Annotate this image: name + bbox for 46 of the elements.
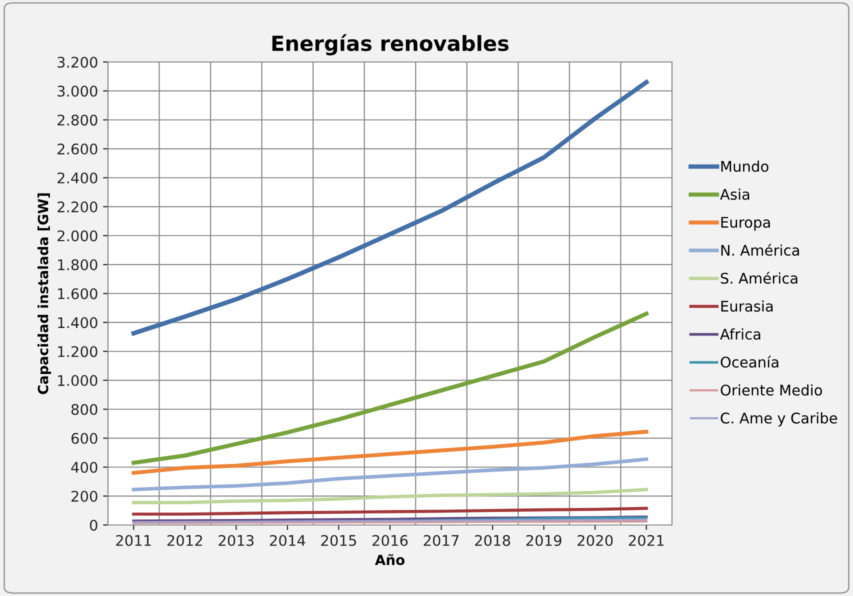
y-tick-label: 600	[71, 432, 98, 444]
x-tick-label: 2019	[526, 534, 562, 546]
y-tick-label: 200	[72, 490, 98, 502]
line-series	[132, 430, 648, 475]
y-tick-label: 1.000	[58, 375, 98, 386]
x-tick-label: 2021	[628, 534, 664, 546]
x-tick-label: 2011	[116, 534, 151, 546]
y-tick-label: 1.600	[58, 288, 98, 300]
y-tick-label: 2.400	[58, 172, 98, 184]
y-tick-label: 3.200	[58, 56, 98, 68]
chart-title: Energías renovables	[272, 34, 509, 56]
y-tick-label: 3.000	[58, 86, 98, 97]
y-tick-label: 2.000	[58, 230, 98, 242]
x-tick-label: 2013	[218, 534, 254, 546]
line-series	[132, 312, 648, 465]
x-tick-label: 2017	[424, 534, 459, 546]
legend-label: C. Ame y Caribe	[720, 412, 838, 426]
line-series	[132, 488, 648, 504]
legend-label: Europa	[721, 216, 770, 231]
y-tick-label: 0	[90, 520, 98, 531]
legend-label: Oriente Medio	[720, 384, 822, 396]
y-axis-title: Capacidad instalada [GW]	[38, 193, 51, 394]
y-tick-label: 400	[71, 462, 98, 473]
x-tick-label: 2015	[321, 534, 356, 546]
x-tick-label: 2014	[270, 534, 306, 546]
x-tick-label: 2020	[578, 534, 613, 546]
y-tick-label: 1.200	[58, 346, 98, 358]
y-tick-label: 2.800	[58, 114, 98, 126]
line-series	[131, 80, 649, 336]
y-tick-label: 1.400	[58, 317, 98, 328]
x-tick-label: 2018	[475, 534, 510, 546]
y-tick-label: 800	[71, 404, 98, 415]
y-tick-label: 2.200	[58, 201, 98, 212]
x-axis-title: Año	[374, 554, 404, 566]
x-tick-label: 2012	[167, 534, 202, 546]
legend-label: Asia	[720, 188, 750, 200]
x-tick-label: 2016	[372, 534, 408, 546]
legend-label: Oceanía	[720, 356, 778, 368]
y-tick-label: 1.800	[58, 259, 98, 270]
legend-label: Eurasia	[721, 300, 773, 312]
y-tick-label: 2.600	[58, 144, 98, 155]
legend-label: Africa	[720, 328, 760, 340]
legend-label: S. América	[720, 272, 798, 284]
legend-label: N. América	[721, 244, 799, 256]
legend-label: Mundo	[721, 160, 768, 172]
line-series	[132, 457, 648, 492]
